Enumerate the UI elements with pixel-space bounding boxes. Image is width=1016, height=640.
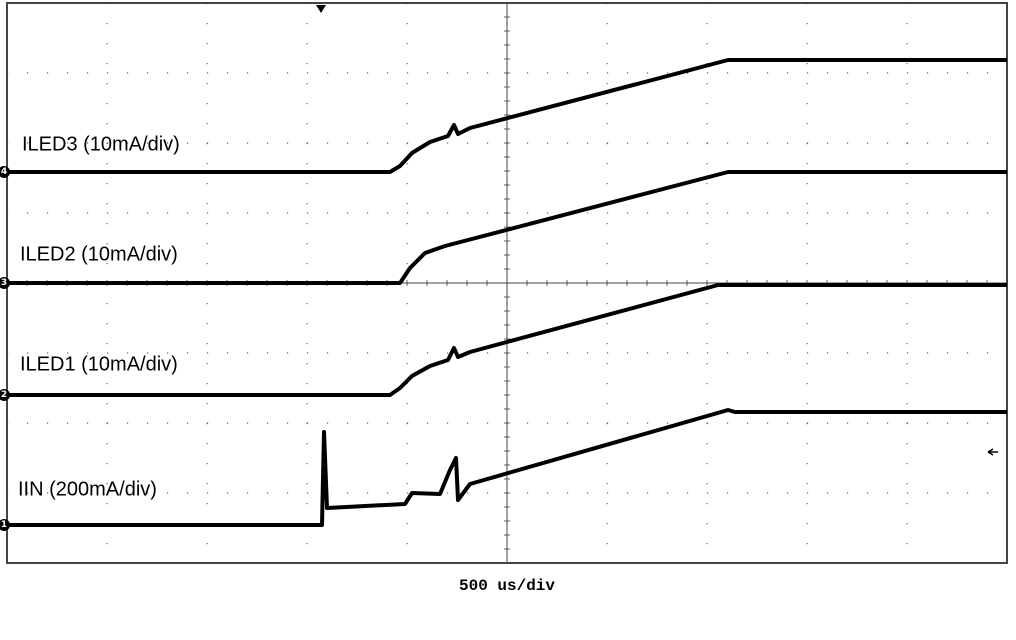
timebase: 500 us/div bbox=[459, 577, 555, 595]
labels: ILED3 (10mA/div) 4 ILED2 (10mA/div) 3 ILED1 … bbox=[0, 133, 180, 531]
trace-label: ILED3 (10mA/div) bbox=[22, 133, 180, 155]
trigger-level-arrow bbox=[987, 448, 998, 456]
trace-iled3 bbox=[7, 58, 1007, 174]
channel-number: 1 bbox=[1, 520, 7, 530]
channel-number: 4 bbox=[1, 167, 7, 177]
trace-iled2 bbox=[7, 170, 1007, 285]
trace-label: IIN (200mA/div) bbox=[18, 478, 157, 500]
channel-marker bbox=[0, 389, 10, 401]
channel-number: 2 bbox=[1, 390, 7, 400]
channel-number: 3 bbox=[1, 278, 7, 288]
channel-marker bbox=[0, 277, 10, 289]
channel-marker bbox=[0, 166, 10, 178]
trace-label: ILED1 (10mA/div) bbox=[20, 353, 178, 375]
trace-iin bbox=[7, 408, 1007, 527]
channel-marker bbox=[0, 519, 10, 531]
trigger-marker bbox=[316, 5, 326, 13]
trace-iled1 bbox=[7, 283, 1007, 397]
trace-label: ILED2 (10mA/div) bbox=[20, 243, 178, 265]
